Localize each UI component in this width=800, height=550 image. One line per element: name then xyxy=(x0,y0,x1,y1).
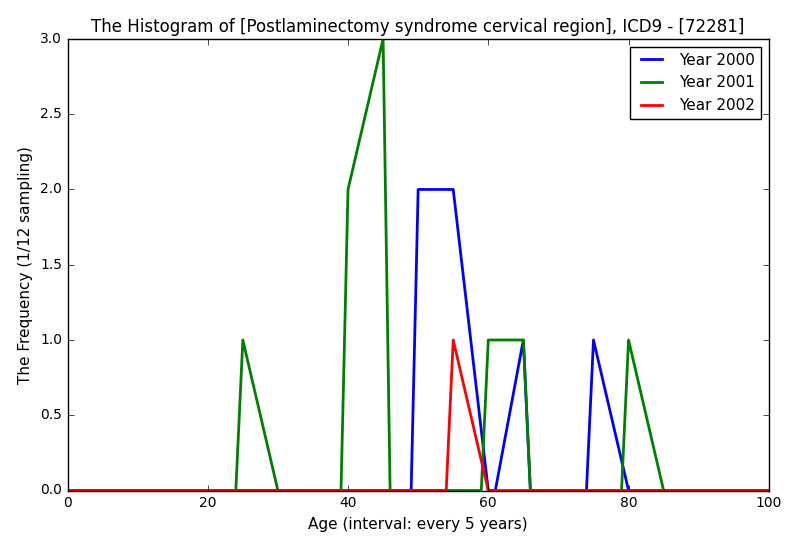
Year 2002 xyxy=(483,487,493,494)
Year 2002 xyxy=(62,487,72,494)
Year 2002 xyxy=(490,487,500,494)
Year 2001 xyxy=(526,487,535,494)
Year 2002 xyxy=(449,337,458,343)
Year 2001 xyxy=(273,487,282,494)
Year 2000 xyxy=(554,487,563,494)
Year 2001 xyxy=(518,337,528,343)
Year 2000 xyxy=(764,487,774,494)
X-axis label: Age (interval: every 5 years): Age (interval: every 5 years) xyxy=(308,517,528,532)
Year 2000 xyxy=(406,487,416,494)
Year 2000 xyxy=(414,186,423,192)
Year 2000 xyxy=(526,487,535,494)
Year 2001 xyxy=(378,36,388,42)
Title: The Histogram of [Postlaminectomy syndrome cervical region], ICD9 - [72281]: The Histogram of [Postlaminectomy syndro… xyxy=(91,18,745,36)
Line: Year 2002: Year 2002 xyxy=(67,340,769,491)
Year 2000 xyxy=(62,487,72,494)
Year 2000 xyxy=(449,186,458,192)
Year 2001 xyxy=(280,487,290,494)
Y-axis label: The Frequency (1/12 sampling): The Frequency (1/12 sampling) xyxy=(18,146,33,384)
Year 2001 xyxy=(62,487,72,494)
Year 2000 xyxy=(630,487,640,494)
Line: Year 2000: Year 2000 xyxy=(67,189,769,491)
Year 2001 xyxy=(231,487,241,494)
Year 2002 xyxy=(442,487,451,494)
Year 2001 xyxy=(764,487,774,494)
Year 2000 xyxy=(582,487,591,494)
Year 2001 xyxy=(238,337,248,343)
Legend: Year 2000, Year 2001, Year 2002: Year 2000, Year 2001, Year 2002 xyxy=(630,47,761,119)
Year 2000 xyxy=(589,337,598,343)
Year 2000 xyxy=(483,487,493,494)
Year 2000 xyxy=(624,487,634,494)
Year 2001 xyxy=(343,186,353,192)
Year 2000 xyxy=(518,337,528,343)
Year 2001 xyxy=(624,337,634,343)
Year 2002 xyxy=(764,487,774,494)
Year 2001 xyxy=(483,337,493,343)
Year 2001 xyxy=(386,487,395,494)
Year 2001 xyxy=(336,487,346,494)
Year 2001 xyxy=(617,487,626,494)
Year 2000 xyxy=(490,487,500,494)
Year 2001 xyxy=(659,487,669,494)
Line: Year 2001: Year 2001 xyxy=(67,39,769,491)
Year 2001 xyxy=(477,487,486,494)
